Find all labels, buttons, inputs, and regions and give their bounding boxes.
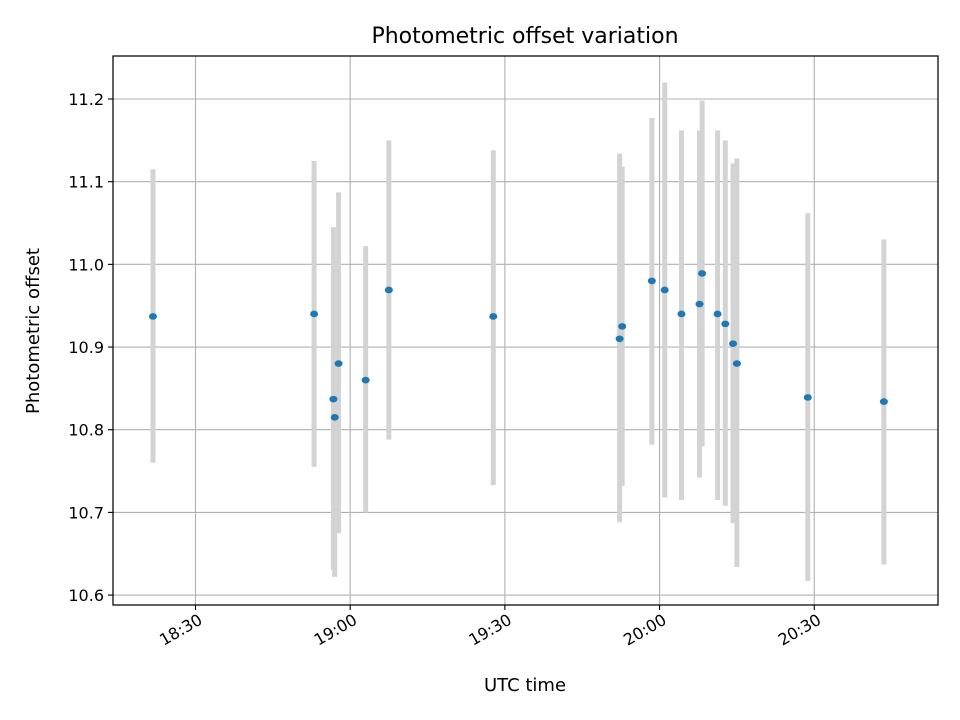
data-point [713, 310, 722, 318]
data-point [721, 320, 730, 328]
data-point [330, 414, 339, 421]
data-point [361, 376, 370, 384]
data-point [698, 270, 707, 277]
data-point [695, 300, 704, 308]
data-point [732, 360, 741, 367]
y-tick-label: 10.9 [68, 338, 104, 357]
plot-frame [112, 55, 939, 606]
y-tick-label: 10.7 [68, 503, 104, 522]
data-point [148, 313, 157, 320]
x-axis-label: UTC time [484, 675, 566, 696]
y-tick-label: 10.8 [68, 421, 104, 440]
data-point [334, 360, 343, 367]
y-tick-label: 11.0 [68, 255, 104, 274]
data-point [384, 286, 393, 294]
point-layer [148, 270, 888, 421]
grid-layer [113, 56, 938, 605]
y-tick-label: 10.6 [68, 586, 104, 605]
data-point [489, 313, 498, 320]
data-point [660, 286, 669, 294]
data-point [729, 340, 738, 348]
data-point [329, 395, 338, 403]
data-point [310, 310, 319, 318]
data-point [677, 310, 686, 318]
y-tick-label: 11.1 [68, 173, 104, 192]
data-point [879, 398, 888, 405]
chart-title: Photometric offset variation [371, 24, 678, 49]
data-point [615, 335, 624, 343]
y-tick-label: 11.2 [68, 90, 104, 109]
data-point [647, 277, 656, 285]
data-point [803, 394, 812, 401]
data-point [618, 323, 627, 330]
y-axis-label: Photometric offset [23, 248, 44, 414]
